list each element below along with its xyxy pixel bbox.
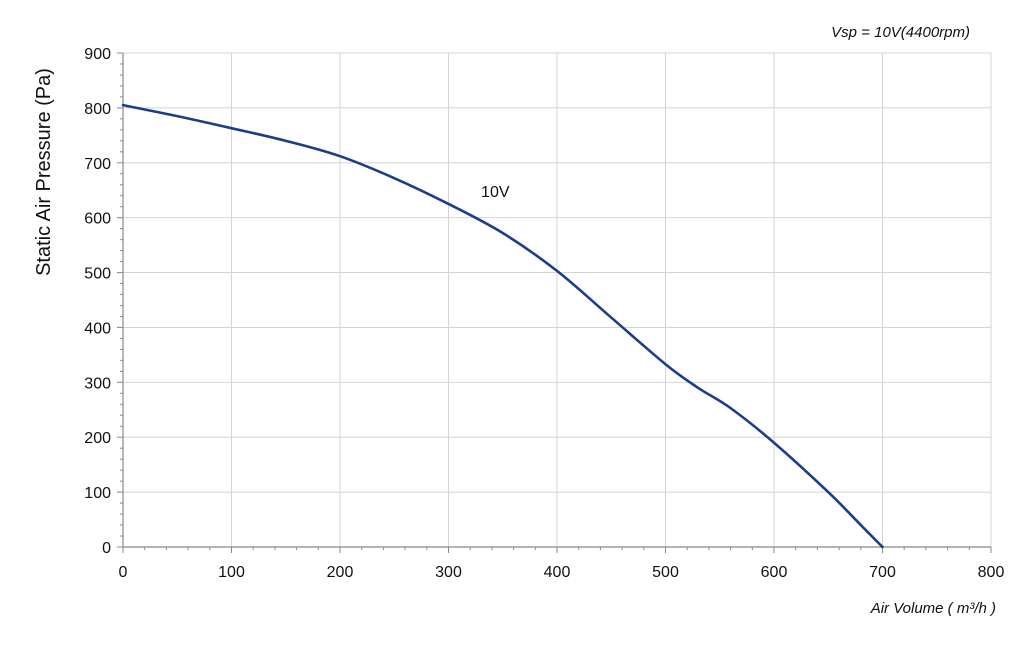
x-tick-label: 100 — [218, 564, 245, 581]
x-tick-label: 500 — [652, 564, 679, 581]
y-tick-label: 900 — [84, 46, 111, 63]
y-axis-title: Static Air Pressure (Pa) — [33, 68, 55, 276]
x-tick-label: 800 — [978, 564, 1005, 581]
x-tick-label: 400 — [544, 564, 571, 581]
y-tick-label: 100 — [84, 485, 111, 502]
series-line-10v — [121, 103, 884, 549]
series-label: 10V — [481, 184, 510, 201]
y-tick-label: 800 — [84, 101, 111, 118]
y-tick-label: 400 — [84, 320, 111, 337]
y-tick-label: 600 — [84, 211, 111, 228]
y-tick-label: 300 — [84, 375, 111, 392]
series-group: 10V — [121, 103, 884, 549]
y-tick-label: 0 — [102, 540, 111, 557]
x-tick-labels: 0 100 200 300 400 500 600 700 800 — [119, 564, 1005, 581]
grid — [123, 52, 992, 547]
speed-annotation: Vsp = 10V(4400rpm) — [831, 24, 970, 41]
y-tick-label: 500 — [84, 266, 111, 283]
y-tick-label: 700 — [84, 156, 111, 173]
x-axis-title: Air Volume ( m³/h ) — [870, 600, 996, 617]
x-tick-label: 200 — [327, 564, 354, 581]
x-tick-label: 300 — [435, 564, 462, 581]
x-tick-label: 0 — [119, 564, 128, 581]
x-tick-label: 600 — [761, 564, 788, 581]
minor-ticks — [117, 52, 992, 553]
y-tick-labels: 0 100 200 300 400 500 600 700 800 900 — [84, 46, 111, 557]
x-tick-label: 700 — [869, 564, 896, 581]
y-tick-label: 200 — [84, 430, 111, 447]
